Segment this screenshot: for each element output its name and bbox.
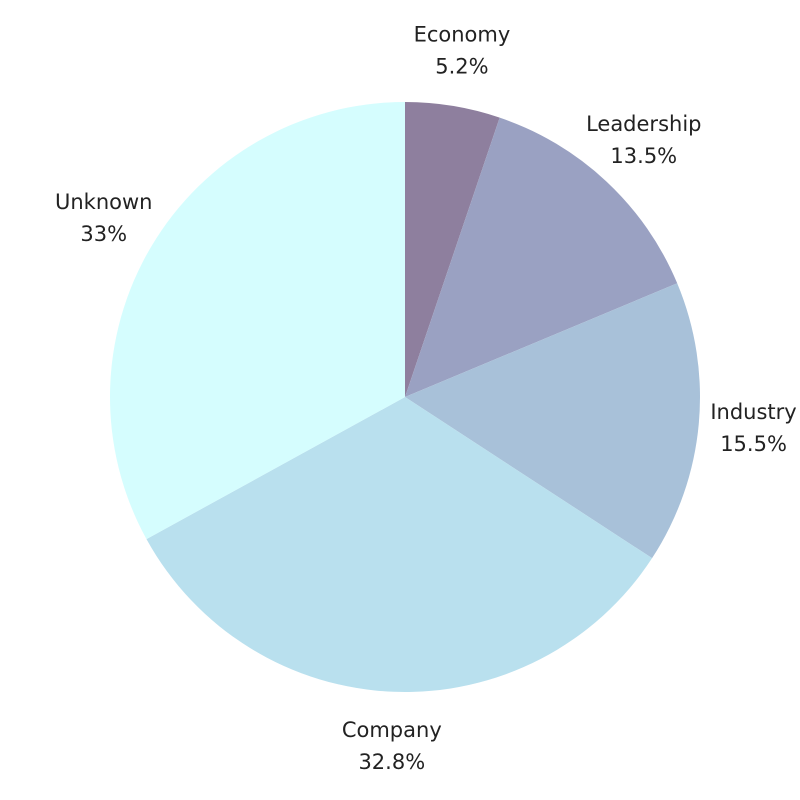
slice-value-label: 5.2% [435, 55, 488, 79]
pie-slice [405, 117, 678, 397]
slice-value-label: 15.5% [720, 432, 787, 456]
slice-value-label: 13.5% [610, 144, 677, 168]
slice-label: Economy [414, 23, 511, 47]
slice-label: Leadership [586, 112, 701, 136]
slice-label: Company [342, 718, 442, 742]
pie-slice [146, 397, 653, 692]
pie-slice [110, 102, 406, 540]
slice-label: Unknown [55, 190, 152, 214]
pie-slice [405, 102, 500, 397]
slice-value-label: 32.8% [358, 750, 425, 774]
slice-label: Industry [710, 400, 796, 424]
pie-slice [405, 283, 700, 559]
slice-value-label: 33% [80, 222, 127, 246]
